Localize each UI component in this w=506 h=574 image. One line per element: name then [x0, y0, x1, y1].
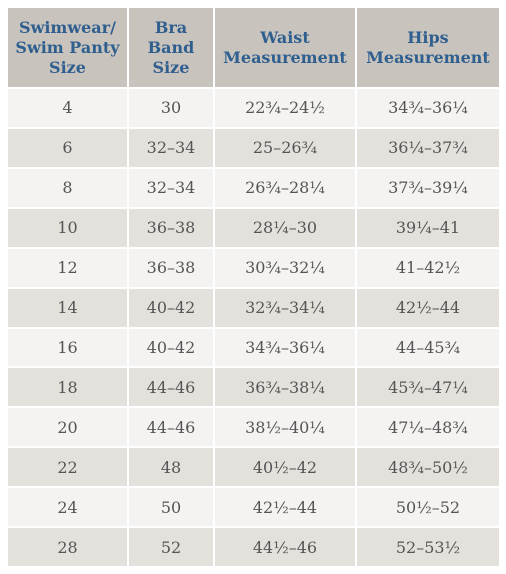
table-cell: 20: [8, 408, 127, 447]
table-cell: 34¾–36¼: [357, 89, 499, 127]
table-cell: 36¼–37¾: [357, 128, 499, 167]
table-cell: 22: [8, 448, 127, 487]
table-cell: 40–42: [129, 328, 213, 367]
table-cell: 40½–42: [215, 448, 355, 487]
table-cell: 47¼–48¾: [357, 408, 499, 447]
table-cell: 18: [8, 368, 127, 407]
table-cell: 14: [8, 288, 127, 327]
table-cell: 8: [8, 168, 127, 207]
table-cell: 44½–46: [215, 528, 355, 566]
size-table: Swimwear/ Swim Panty Size Bra Band Size Wa…: [8, 8, 499, 566]
table-cell: 50½–52: [357, 488, 499, 527]
table-cell: 24: [8, 488, 127, 527]
table-cell: 37¾–39¼: [357, 168, 499, 207]
table-cell: 48: [129, 448, 213, 487]
table-cell: 39¼–41: [357, 208, 499, 247]
table-cell: 42½–44: [215, 488, 355, 527]
table-cell: 22¾–24½: [215, 89, 355, 127]
table-cell: 36–38: [129, 208, 213, 247]
table-cell: 50: [129, 488, 213, 527]
table-cell: 36¾–38¼: [215, 368, 355, 407]
table-cell: 6: [8, 128, 127, 167]
header-cell: Waist Measurement: [215, 8, 355, 87]
table-cell: 30¾–32¼: [215, 248, 355, 287]
header-cell: Hips Measurement: [357, 8, 499, 87]
table-cell: 34¾–36¼: [215, 328, 355, 367]
table-cell: 16: [8, 328, 127, 367]
table-cell: 45¾–47¼: [357, 368, 499, 407]
table-cell: 4: [8, 89, 127, 127]
table-cell: 25–26¾: [215, 128, 355, 167]
table-cell: 48¾–50½: [357, 448, 499, 487]
table-cell: 40–42: [129, 288, 213, 327]
table-cell: 52–53½: [357, 528, 499, 566]
table-cell: 32¾–34¼: [215, 288, 355, 327]
table-cell: 10: [8, 208, 127, 247]
table-cell: 44–46: [129, 408, 213, 447]
table-cell: 41–42½: [357, 248, 499, 287]
table-cell: 52: [129, 528, 213, 566]
table-cell: 30: [129, 89, 213, 127]
table-cell: 44–46: [129, 368, 213, 407]
table-cell: 32–34: [129, 128, 213, 167]
table-cell: 38½–40¼: [215, 408, 355, 447]
table-cell: 12: [8, 248, 127, 287]
table-cell: 44–45¾: [357, 328, 499, 367]
header-cell: Bra Band Size: [129, 8, 213, 87]
table-cell: 32–34: [129, 168, 213, 207]
table-cell: 26¾–28¼: [215, 168, 355, 207]
table-cell: 28: [8, 528, 127, 566]
table-cell: 36–38: [129, 248, 213, 287]
table-cell: 28¼–30: [215, 208, 355, 247]
table-cell: 42½–44: [357, 288, 499, 327]
header-cell: Swimwear/ Swim Panty Size: [8, 8, 127, 87]
